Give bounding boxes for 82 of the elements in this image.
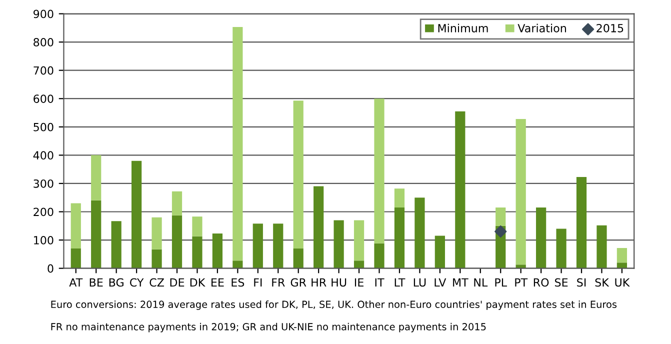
x-tick-label: IT — [375, 278, 384, 286]
bar — [293, 100, 304, 249]
x-tick-label: AT — [69, 278, 83, 286]
bar — [232, 260, 243, 268]
text: FR no maintenance payments in 2019; GR and UK-NIE no maintenance payments in 2015 — [51, 322, 486, 332]
x-tick-label: BE — [90, 278, 103, 286]
x-tick-label: LV — [434, 278, 446, 286]
y-tick-label: 500 — [34, 122, 54, 132]
x-tick-label: HU — [332, 278, 346, 287]
x-tick-label: SK — [595, 278, 610, 287]
x-tick-label: DE — [170, 278, 184, 286]
x-tick-label: PT — [515, 278, 528, 286]
text: Euro conversions: 2019 average rates used for DK, PL, SE, UK. Other non-Euro countries' payment rates set in Euros — [51, 300, 617, 310]
bar — [576, 176, 587, 268]
bar — [414, 198, 425, 268]
bar — [516, 118, 526, 265]
x-tick-label: SI — [577, 278, 586, 287]
x-tick-label: LU — [414, 278, 426, 287]
bar — [434, 236, 445, 268]
bar — [394, 188, 405, 208]
bar — [293, 248, 304, 268]
bar — [152, 249, 162, 268]
x-tick-label: HR — [312, 278, 326, 286]
bar — [111, 221, 122, 268]
y-tick-label: 400 — [33, 151, 54, 160]
bar — [252, 224, 263, 268]
x-tick-label: BG — [109, 278, 124, 287]
bar — [616, 248, 628, 263]
bar — [70, 203, 81, 249]
bar — [152, 217, 162, 250]
bar — [314, 186, 324, 268]
x-tick-label: FI — [254, 278, 262, 286]
bar — [496, 208, 506, 226]
x-tick-label: ES — [232, 278, 244, 287]
x-tick-label: CZ — [150, 278, 164, 287]
bar — [596, 225, 607, 268]
bar — [212, 234, 223, 268]
bar — [334, 220, 344, 268]
legend-label: Variation — [518, 24, 566, 32]
bar — [354, 220, 364, 261]
y-tick-label: 600 — [34, 94, 54, 103]
bar — [91, 200, 102, 268]
x-tick-label: EE — [212, 278, 224, 286]
x-tick-label: FR — [272, 278, 285, 286]
x-tick-label: PL — [495, 278, 507, 286]
bar — [91, 155, 102, 200]
x-tick-label: GR — [290, 278, 306, 287]
legend-label: Minimum — [438, 24, 488, 32]
y-tick-label: 800 — [34, 38, 54, 46]
bar — [455, 111, 466, 268]
bar — [354, 260, 364, 268]
bar — [273, 224, 284, 268]
bar — [70, 248, 81, 268]
y-tick-label: 0 — [48, 264, 54, 273]
bar — [536, 208, 546, 268]
x-tick-label: CY — [130, 278, 144, 287]
y-tick-label: 100 — [34, 236, 54, 244]
legend-label: 2015 — [596, 24, 624, 32]
y-tick-label: 200 — [34, 208, 54, 216]
bar — [192, 236, 202, 268]
y-tick-label: 700 — [34, 66, 54, 75]
bar — [172, 215, 182, 268]
bar — [516, 264, 526, 268]
bar — [132, 160, 142, 268]
x-tick-label: MT — [453, 278, 468, 286]
bar — [192, 216, 202, 236]
bar — [394, 208, 405, 268]
y-tick-label: 900 — [34, 10, 54, 18]
bar — [374, 98, 384, 244]
x-tick-label: LT — [394, 278, 406, 286]
x-tick-label: SE — [554, 278, 568, 287]
x-tick-label: RO — [534, 278, 549, 287]
bar — [616, 262, 628, 268]
bar — [556, 228, 566, 268]
y-tick-label: 300 — [34, 179, 54, 188]
bar — [172, 191, 182, 216]
bar — [232, 27, 243, 261]
x-tick-label: DK — [190, 278, 206, 286]
x-tick-label: UK — [615, 278, 630, 287]
bar — [374, 243, 384, 268]
x-tick-label: NL — [474, 278, 488, 286]
x-tick-label: IE — [354, 278, 364, 286]
